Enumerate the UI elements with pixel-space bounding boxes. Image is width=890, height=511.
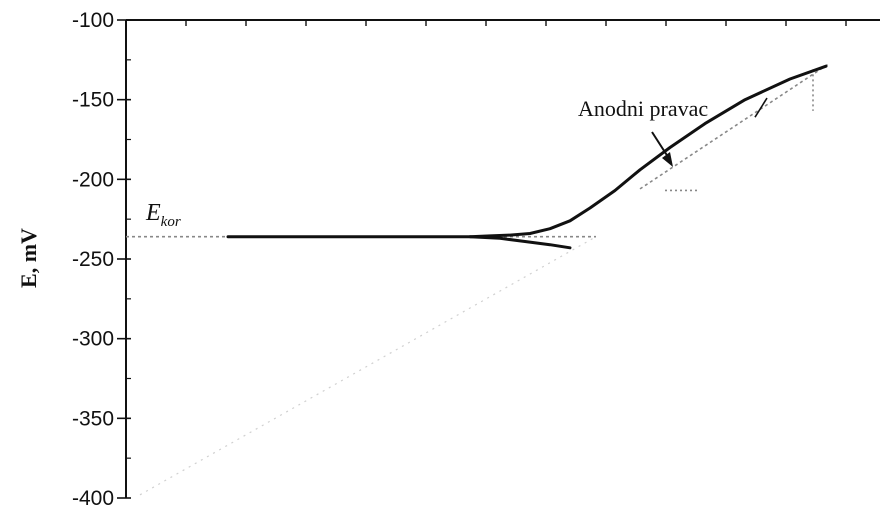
y-tick-label: -100 bbox=[72, 9, 114, 32]
curve-cross-tick bbox=[754, 97, 768, 118]
axes bbox=[125, 19, 880, 498]
annotation-arrow-head bbox=[662, 152, 673, 167]
ecorr-label: Ekor bbox=[145, 200, 181, 230]
annotations: E, mV Ekor Anodni pravac bbox=[16, 96, 708, 288]
anodic-branch-line bbox=[226, 64, 828, 239]
y-axis-label: E, mV bbox=[16, 228, 41, 288]
ecorr-label-sub: kor bbox=[161, 214, 181, 230]
y-tick-label: -150 bbox=[72, 89, 114, 112]
cathodic-tangent-line bbox=[139, 236, 597, 496]
cathodic-branch-line bbox=[468, 235, 572, 250]
y-tick-label: -400 bbox=[72, 487, 114, 506]
anodic-tangent-line bbox=[639, 62, 831, 190]
y-tick-label: -200 bbox=[72, 168, 114, 191]
y-tick-labels: -100 -150 -200 -250 -300 -350 -400 bbox=[72, 9, 114, 510]
y-tick-label: -250 bbox=[72, 248, 114, 271]
tick-marks bbox=[117, 19, 847, 499]
series-layer bbox=[126, 62, 831, 496]
y-tick-label: -350 bbox=[72, 407, 114, 430]
y-tick-label: -300 bbox=[72, 328, 114, 351]
anodic-line-label: Anodni pravac bbox=[578, 96, 708, 121]
ecorr-label-main: E bbox=[145, 200, 161, 226]
